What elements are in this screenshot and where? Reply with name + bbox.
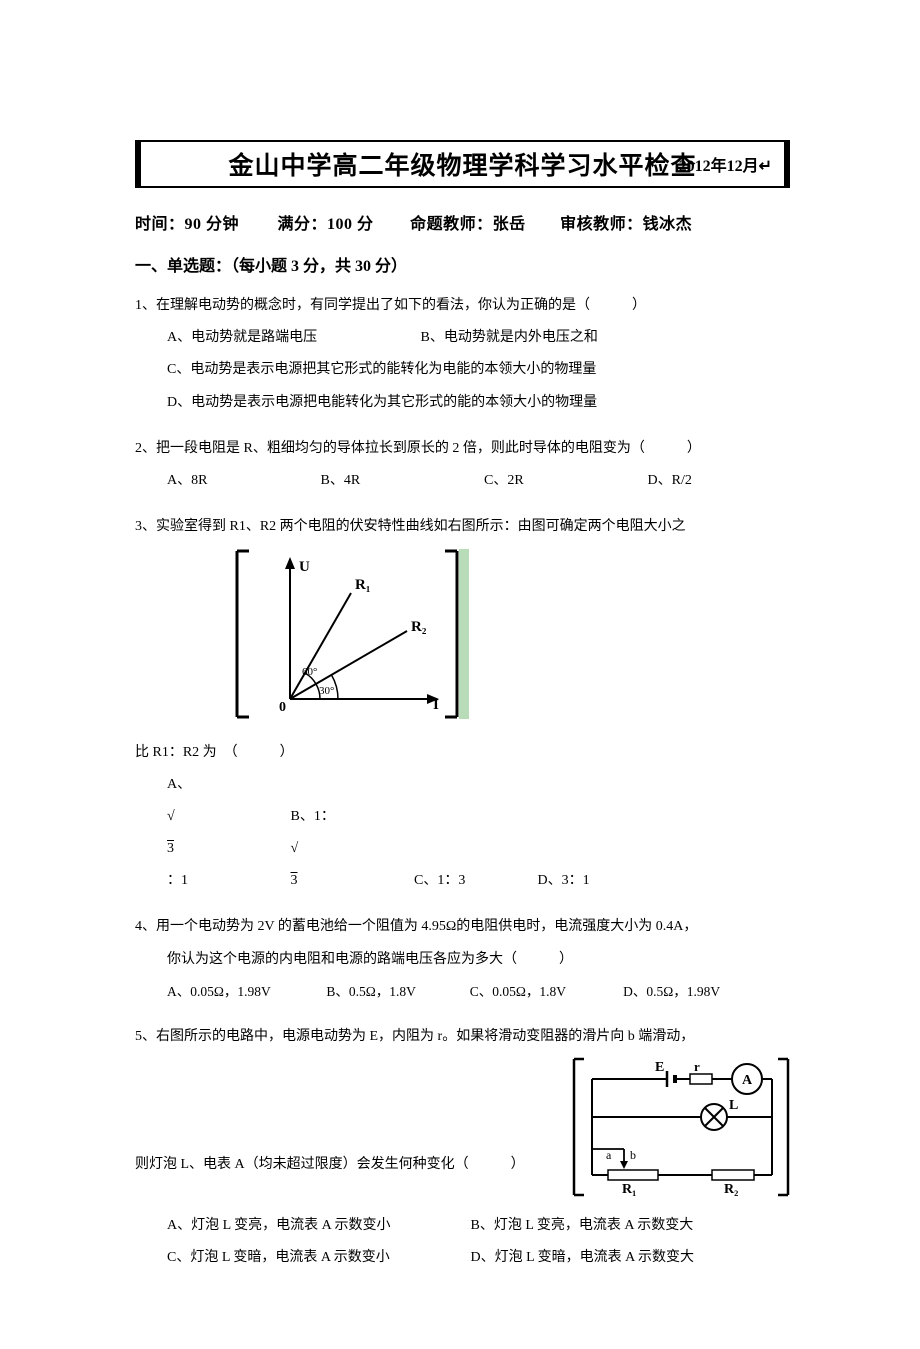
q1-stem: 1、在理解电动势的概念时，有同学提出了如下的看法，你认为正确的是（ ）: [135, 290, 790, 322]
question-4: 4、用一个电动势为 2V 的蓄电池给一个阻值为 4.95Ω的电阻供电时，电流强度…: [135, 911, 790, 1006]
question-5: 5、右图所示的电路中，电源电动势为 E，内阻为 r。如果将滑动变阻器的滑片向 b…: [135, 1021, 790, 1275]
R2-label: R₂: [724, 1182, 738, 1197]
angle60-label: 60°: [302, 666, 317, 678]
ui-graph-icon: U I R₁ R₂ 0 60° 30°: [235, 549, 469, 719]
R1-label: R₁: [622, 1182, 636, 1197]
meta-author: 张岳: [493, 216, 526, 233]
q1-opt-d: D、电动势是表示电源把电能转化为其它形式的能的本领大小的物理量: [135, 387, 790, 419]
A-label: A: [742, 1073, 753, 1088]
q2-opt-b: B、4R: [321, 465, 481, 497]
q1-opt-a: A、电动势就是路端电压: [167, 322, 417, 354]
q1-opt-b: B、电动势就是内外电压之和: [421, 330, 598, 345]
section-title: 一、单选题：（每小题 3 分，共 30 分）: [135, 252, 790, 276]
q5-opt-a: A、灯泡 L 变亮，电流表 A 示数变小: [167, 1210, 467, 1242]
E-label: E: [655, 1060, 664, 1075]
q2-opt-d: D、R/2: [648, 473, 692, 488]
circuit-diagram-icon: E r A L a b R₁ R₂: [572, 1057, 790, 1197]
a-label: a: [606, 1148, 612, 1162]
b-label: b: [630, 1148, 636, 1162]
axis-i-label: I: [433, 697, 439, 713]
q3-opt-a: A、√3：1: [167, 769, 287, 898]
meta-reviewer: 钱冰杰: [643, 216, 693, 233]
title-bar: 金山中学高二年级物理学科学习水平检查 2012年12月↵: [135, 140, 790, 188]
q4-opt-c: C、0.05Ω，1.8V: [470, 976, 620, 1007]
angle30-label: 30°: [319, 685, 334, 697]
q4-stem1: 4、用一个电动势为 2V 的蓄电池给一个阻值为 4.95Ω的电阻供电时，电流强度…: [135, 911, 790, 943]
exam-page: 金山中学高二年级物理学科学习水平检查 2012年12月↵ 时间：90 分钟 满分…: [0, 0, 920, 1349]
origin-label: 0: [279, 700, 286, 715]
q4-opt-a: A、0.05Ω，1.98V: [167, 976, 323, 1007]
meta-line: 时间：90 分钟 满分：100 分 命题教师：张岳 审核教师：钱冰杰: [135, 210, 790, 234]
q5-opt-d: D、灯泡 L 变暗，电流表 A 示数变大: [471, 1250, 694, 1265]
q3-options: A、√3：1 B、1：√3 C、1：3 D、3：1: [135, 769, 790, 898]
q3-opt-c: C、1：3: [414, 865, 534, 897]
q5-opt-b: B、灯泡 L 变亮，电流表 A 示数变大: [471, 1218, 694, 1233]
q4-stem2: 你认为这个电源的内电阻和电源的路端电压各应为多大（ ）: [135, 944, 790, 976]
q1-opt-c: C、电动势是表示电源把其它形式的能转化为电能的本领大小的物理量: [135, 354, 790, 386]
q2-opt-a: A、8R: [167, 465, 317, 497]
L-label: L: [729, 1098, 738, 1113]
r1-label: R₁: [355, 577, 370, 593]
question-3: 3、实验室得到 R1、R2 两个电阻的伏安特性曲线如右图所示：由图可确定两个电阻…: [135, 511, 790, 897]
q2-stem: 2、把一段电阻是 R、粗细均匀的导体拉长到原长的 2 倍，则此时导体的电阻变为（…: [135, 433, 790, 465]
q4-opt-d: D、0.5Ω，1.98V: [623, 984, 720, 999]
q3-opt-b: B、1：√3: [291, 801, 411, 898]
title-date: 2012年12月↵: [679, 152, 772, 176]
r2-label: R₂: [411, 619, 427, 635]
meta-full: 100 分: [327, 216, 374, 233]
meta-reviewer-label: 审核教师：: [560, 216, 643, 233]
title-main: 金山中学高二年级物理学科学习水平检查: [228, 146, 696, 182]
meta-full-label: 满分：: [278, 216, 328, 233]
meta-time: 90 分钟: [185, 216, 240, 233]
q3-figure: U I R₁ R₂ 0 60° 30°: [235, 549, 790, 732]
q5-figure: E r A L a b R₁ R₂: [572, 1057, 790, 1210]
q2-opt-c: C、2R: [484, 465, 644, 497]
question-1: 1、在理解电动势的概念时，有同学提出了如下的看法，你认为正确的是（ ） A、电动…: [135, 290, 790, 419]
q4-opt-b: B、0.5Ω，1.8V: [326, 976, 466, 1007]
question-2: 2、把一段电阻是 R、粗细均匀的导体拉长到原长的 2 倍，则此时导体的电阻变为（…: [135, 433, 790, 497]
meta-time-label: 时间：: [135, 216, 185, 233]
q3-opt-d: D、3：1: [538, 865, 658, 897]
q3-stem-prefix: 3、实验室得到 R1、R2 两个电阻的伏安特性曲线如右图所示：由图可确定两个电阻…: [135, 511, 790, 543]
meta-author-label: 命题教师：: [410, 216, 493, 233]
r-label: r: [694, 1059, 700, 1074]
q5-stem1: 5、右图所示的电路中，电源电动势为 E，内阻为 r。如果将滑动变阻器的滑片向 b…: [135, 1021, 790, 1053]
q5-opt-c: C、灯泡 L 变暗，电流表 A 示数变小: [167, 1242, 467, 1274]
q3-stem-suffix: 比 R1：R2 为 （ ）: [135, 737, 790, 769]
axis-u-label: U: [299, 559, 310, 575]
